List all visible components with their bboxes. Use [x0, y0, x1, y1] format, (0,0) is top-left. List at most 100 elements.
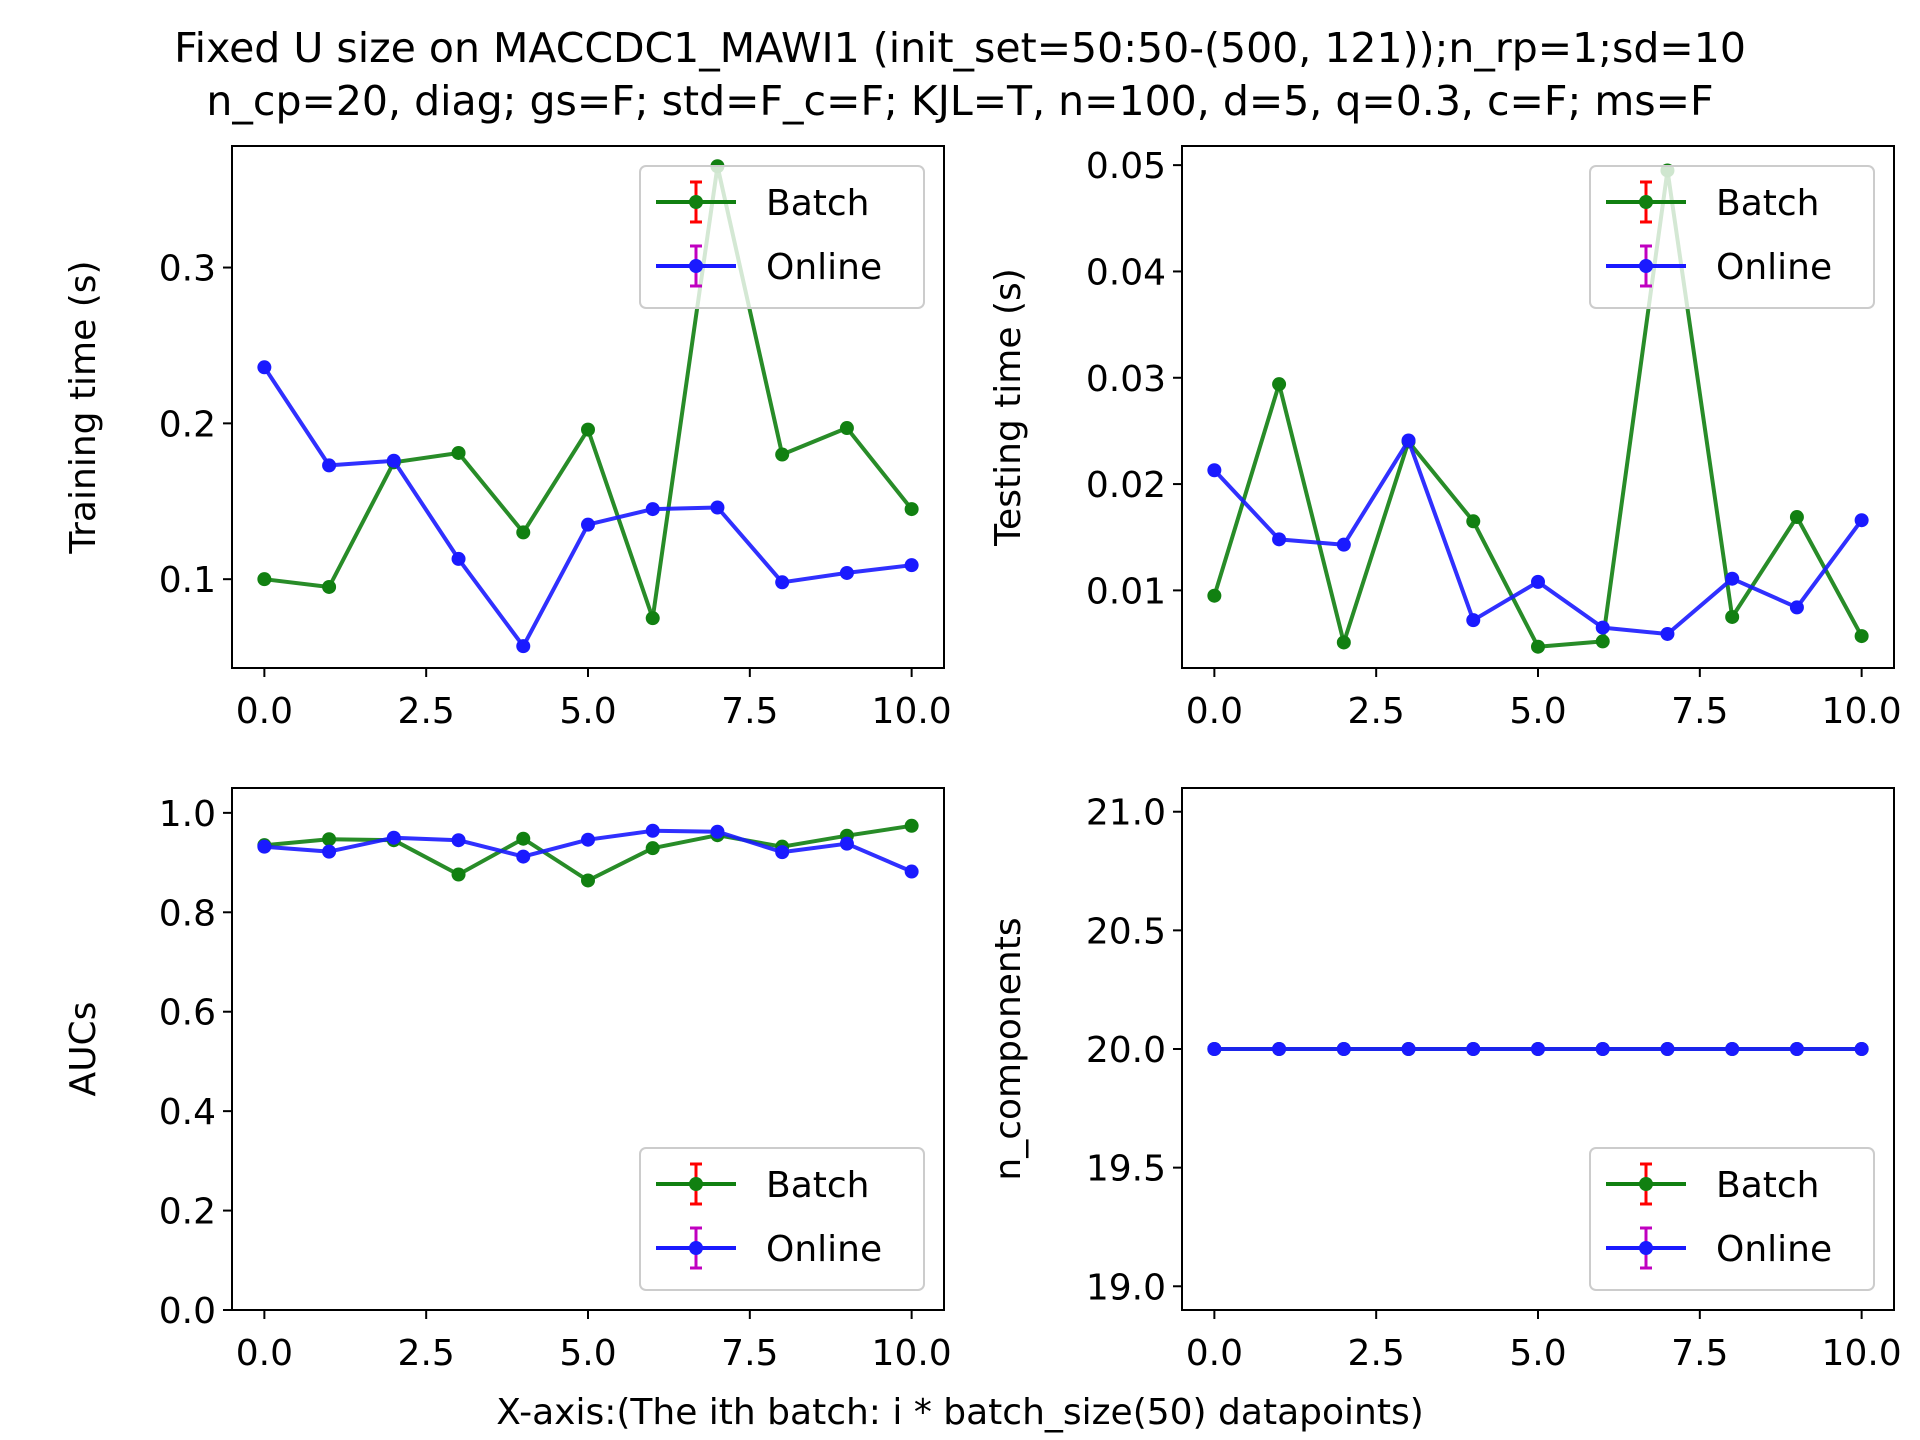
x-tick-label: 7.5 [721, 691, 778, 732]
data-point-online [581, 517, 595, 532]
data-point-batch [1336, 635, 1351, 650]
legend-label-batch: Batch [766, 183, 869, 224]
data-point-online [645, 823, 660, 838]
data-point-batch [581, 422, 595, 437]
legend: Batch Online [639, 165, 925, 309]
data-point-online [451, 833, 466, 848]
data-point-batch [839, 421, 854, 436]
y-tick-label: 0.02 [1086, 465, 1166, 506]
data-point-online [1595, 1042, 1610, 1056]
y-tick-label: 19.5 [1086, 1149, 1166, 1190]
legend-marker-online [689, 259, 703, 273]
x-tick-label: 5.0 [1509, 1333, 1566, 1374]
data-point-online [1207, 463, 1222, 478]
data-point-batch [775, 447, 790, 462]
legend-label-online: Online [1716, 247, 1832, 288]
data-point-online [1336, 537, 1351, 552]
data-point-online [1207, 1042, 1222, 1056]
legend-label-batch: Batch [1716, 1165, 1819, 1206]
data-point-batch [645, 611, 660, 626]
figure-title-line2: n_cp=20, diag; gs=F; std=F_c=F; KJL=T, n… [206, 77, 1713, 125]
data-point-online [1336, 1042, 1351, 1056]
figure-title-line1: Fixed U size on MACCDC1_MAWI1 (init_set=… [174, 24, 1746, 72]
y-tick-label: 0.04 [1086, 252, 1166, 293]
y-tick-label: 21.0 [1086, 793, 1166, 834]
y-axis-label: AUCs [63, 1002, 104, 1097]
series-line-online [262, 366, 912, 649]
y-tick-label: 19.0 [1086, 1267, 1166, 1308]
data-point-online [322, 844, 337, 859]
data-point-online [257, 360, 272, 375]
data-point-online [1272, 532, 1287, 547]
legend-marker-batch [689, 195, 703, 209]
y-tick-label: 0.01 [1086, 571, 1166, 612]
data-point-batch [904, 818, 919, 833]
data-point-batch [1207, 588, 1222, 603]
figure-xlabel: X-axis:(The ith batch: i * batch_size(50… [496, 1392, 1424, 1433]
legend-marker-online [689, 1241, 703, 1255]
data-point-online [775, 575, 790, 590]
data-point-online [839, 836, 854, 851]
y-tick-label: 0.3 [159, 249, 216, 290]
x-tick-label: 10.0 [872, 1333, 952, 1374]
legend-marker-batch [1639, 1177, 1653, 1191]
data-point-batch [516, 525, 531, 540]
y-tick-label: 0.05 [1086, 146, 1166, 187]
y-tick-label: 0.1 [159, 560, 216, 601]
legend-label-batch: Batch [766, 1165, 869, 1206]
data-point-online [710, 824, 725, 839]
data-point-batch [451, 445, 466, 460]
data-point-online [1789, 600, 1804, 615]
data-point-online [451, 551, 466, 566]
y-tick-label: 20.5 [1086, 911, 1166, 952]
data-point-batch [322, 832, 337, 847]
x-tick-label: 5.0 [559, 691, 616, 732]
legend-label-online: Online [766, 1229, 882, 1270]
data-point-batch [1789, 510, 1804, 525]
x-tick-label: 5.0 [559, 1333, 616, 1374]
x-tick-label: 0.0 [236, 1333, 293, 1374]
data-point-online [386, 830, 401, 845]
x-tick-label: 7.5 [1671, 691, 1728, 732]
data-point-online [1531, 1042, 1545, 1056]
data-point-online [645, 502, 660, 517]
x-tick-label: 0.0 [1186, 691, 1243, 732]
legend-marker-batch [1639, 195, 1653, 209]
x-tick-label: 10.0 [1822, 1333, 1902, 1374]
x-tick-label: 10.0 [872, 691, 952, 732]
y-tick-label: 0.2 [159, 404, 216, 445]
y-tick-label: 0.6 [159, 993, 216, 1034]
subplot-1: 0.0 2.5 5.0 7.5 10.0 0.1 0.2 0.3 Training time (… [63, 145, 952, 732]
data-point-batch [516, 831, 531, 846]
data-point-batch [645, 841, 660, 856]
data-point-online [839, 565, 854, 580]
legend-label-online: Online [766, 247, 882, 288]
y-axis-label: Training time (s) [63, 260, 104, 554]
legend-marker-batch [689, 1177, 703, 1191]
x-tick-label: 10.0 [1822, 691, 1902, 732]
x-tick-label: 5.0 [1509, 691, 1566, 732]
data-point-batch [1854, 629, 1869, 644]
x-tick-label: 2.5 [398, 691, 455, 732]
data-point-online [710, 500, 725, 515]
data-point-online [1725, 571, 1740, 586]
subplots: 0.0 2.5 5.0 7.5 10.0 0.1 0.2 0.3 Training time (… [63, 145, 1902, 1374]
data-point-batch [257, 572, 272, 587]
data-point-online [1531, 574, 1545, 589]
y-tick-label: 0.0 [159, 1291, 216, 1332]
legend: Batch Online [1589, 165, 1875, 309]
data-point-online [904, 864, 919, 879]
data-point-online [1401, 433, 1416, 448]
x-tick-label: 2.5 [398, 1333, 455, 1374]
x-tick-label: 7.5 [1671, 1333, 1728, 1374]
data-point-online [1660, 1042, 1675, 1056]
data-point-batch [322, 579, 337, 594]
x-tick-label: 0.0 [236, 691, 293, 732]
data-point-batch [1595, 634, 1610, 649]
data-point-batch [1272, 377, 1287, 392]
data-point-online [775, 845, 790, 860]
y-tick-label: 1.0 [159, 794, 216, 835]
x-tick-label: 2.5 [1348, 1333, 1405, 1374]
data-point-batch [1531, 639, 1545, 654]
data-point-batch [1466, 514, 1481, 529]
